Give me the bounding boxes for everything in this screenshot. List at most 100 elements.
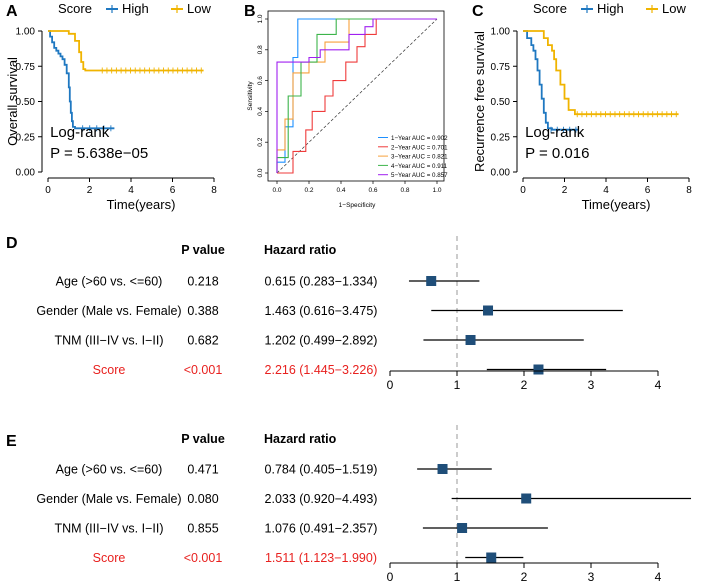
forest-row: Age (>60 vs. <=60) 0.218 0.615 (0.283−1.33…: [56, 275, 480, 289]
roc-curve-5: [276, 18, 437, 173]
legend: Score High Low: [58, 1, 211, 16]
row-pvalue: 0.388: [187, 304, 218, 318]
legend: 1−Year AUC = 0.902 2−Year AUC = 0.701 3−Ye…: [378, 135, 448, 179]
x-tick-label: 2: [562, 185, 568, 196]
diagonal-reference: [276, 18, 438, 174]
row-hazard-ratio: 2.216 (1.445−3.226): [265, 363, 378, 377]
hr-point: [533, 364, 544, 375]
p-value-text: P = 5.638e−05: [50, 145, 148, 162]
y-tick-label: 0.25: [491, 132, 511, 143]
panel-D: D P value Hazard ratio Age (>60 vs. <=60) 0.…: [6, 235, 662, 392]
km-curve-high: [48, 30, 115, 130]
legend-entry: High: [597, 1, 624, 16]
x-tick-label: 1.0: [432, 187, 441, 194]
y-tick-label: 0.8: [257, 45, 264, 54]
legend: Score High Low: [533, 1, 686, 16]
x-tick-label: 4: [655, 378, 662, 392]
panel-label: B: [244, 3, 256, 20]
legend-entry: 5−Year AUC = 0.857: [391, 172, 448, 179]
x-tick-label: 2: [87, 185, 93, 196]
column-header-pvalue: P value: [181, 432, 225, 446]
row-pvalue: <0.001: [184, 551, 223, 565]
row-hazard-ratio: 1.076 (0.491−2.357): [265, 522, 378, 536]
panel-label: C: [472, 3, 484, 20]
y-tick-label: 0.75: [16, 62, 36, 73]
legend-title: Score: [533, 1, 567, 16]
row-pvalue: 0.682: [187, 334, 218, 348]
x-tick-label: 0.6: [368, 187, 377, 194]
x-tick-label: 2: [521, 570, 528, 584]
hr-point: [426, 276, 437, 286]
hr-point: [465, 335, 476, 345]
x-tick-label: 0: [387, 378, 394, 392]
row-label: Score: [93, 551, 126, 565]
row-label: Gender (Male vs. Female): [36, 492, 181, 506]
y-axis-label: Recurrence free survival: [472, 31, 487, 172]
legend-entry: 2−Year AUC = 0.701: [391, 144, 448, 151]
legend-entry: 3−Year AUC = 0.821: [391, 154, 448, 161]
row-hazard-ratio: 2.033 (0.920−4.493): [265, 492, 378, 506]
x-tick-label: 0: [520, 185, 526, 196]
panel-C: C Score High Low 0.00 0.25 0.50 0.75 1.00 0 2 4 6 8 Ti…: [472, 1, 692, 212]
forest-row: Gender (Male vs. Female) 0.388 1.463 (0.61…: [36, 304, 623, 318]
y-tick-label: 1.0: [257, 14, 264, 23]
test-label: Log-rank: [525, 124, 585, 141]
y-tick-label: 0.75: [491, 62, 511, 73]
row-hazard-ratio: 1.202 (0.499−2.892): [265, 334, 378, 348]
forest-row: Age (>60 vs. <=60) 0.471 0.784 (0.405−1.51…: [56, 463, 492, 477]
forest-row: TNM (III−IV vs. I−II) 0.682 1.202 (0.499−2…: [54, 334, 584, 348]
row-hazard-ratio: 1.463 (0.616−3.475): [265, 304, 378, 318]
x-tick-label: 6: [645, 185, 651, 196]
panel-E: E P value Hazard ratio Age (>60 vs. <=60) 0.…: [6, 425, 692, 584]
x-tick-label: 0.2: [304, 187, 313, 194]
x-tick-label: 1: [454, 570, 461, 584]
roc-curve-2: [277, 18, 437, 174]
row-pvalue: 0.080: [187, 492, 218, 506]
row-pvalue: 0.471: [187, 463, 218, 477]
column-header-hazard-ratio: Hazard ratio: [264, 432, 337, 446]
panel-A: A Score High Low 0.00 0.25 0.50 0.75 1.00 0 2 4 6 8 Ti…: [5, 1, 217, 212]
forest-row: TNM (III−IV vs. I−II) 0.855 1.076 (0.491−2…: [54, 522, 548, 536]
panel-label: E: [6, 433, 17, 450]
test-label: Log-rank: [50, 124, 110, 141]
km-curve-low: [523, 30, 679, 116]
row-label: TNM (III−IV vs. I−II): [54, 334, 163, 348]
y-tick-label: 0.2: [257, 137, 264, 146]
x-tick-label: 4: [128, 185, 134, 196]
row-hazard-ratio: 0.784 (0.405−1.519): [265, 463, 378, 477]
row-hazard-ratio: 0.615 (0.283−1.334): [265, 275, 378, 289]
row-label: Age (>60 vs. <=60): [56, 463, 163, 477]
x-tick-label: 0.8: [400, 187, 409, 194]
y-tick-label: 0.25: [16, 132, 36, 143]
y-tick-label: 0.00: [491, 168, 511, 179]
x-tick-label: 0: [387, 570, 394, 584]
hr-point: [521, 493, 532, 504]
y-tick-label: 1.00: [491, 27, 511, 38]
y-tick-label: 0.50: [16, 97, 36, 108]
x-tick-label: 8: [686, 185, 692, 196]
forest-row: Score <0.001 1.511 (1.123−1.990): [93, 551, 524, 565]
x-tick-label: 3: [588, 378, 595, 392]
y-tick-label: 1.00: [16, 27, 36, 38]
column-header-pvalue: P value: [181, 243, 225, 257]
legend-title: Score: [58, 1, 92, 16]
x-tick-label: 6: [170, 185, 176, 196]
x-tick-label: 0: [45, 185, 51, 196]
km-curve-high: [523, 30, 579, 131]
x-tick-label: 8: [211, 185, 217, 196]
panel-B: B 0.0 0.2 0.4 0.6 0.8 1.0 0.0 0.2 0.4 0.6 0.8 1.0 1−S…: [244, 3, 448, 209]
legend-entry: High: [122, 1, 149, 16]
x-tick-label: 0.4: [336, 187, 345, 194]
roc-curve-3: [276, 18, 437, 173]
hr-point: [483, 305, 494, 316]
panel-label: D: [6, 235, 18, 252]
hr-point: [457, 523, 468, 533]
row-pvalue: 0.218: [187, 275, 218, 289]
y-tick-label: 0.0: [257, 168, 264, 177]
x-axis-label: 1−Specificity: [339, 202, 376, 209]
x-tick-label: 4: [655, 570, 662, 584]
row-label: TNM (III−IV vs. I−II): [54, 522, 163, 536]
panel-label: A: [6, 3, 18, 20]
y-tick-label: 0.50: [491, 97, 511, 108]
